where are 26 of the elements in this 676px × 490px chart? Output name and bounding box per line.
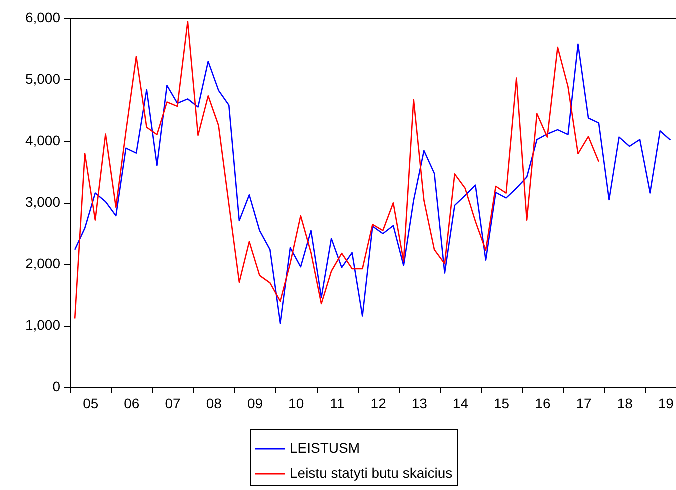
x-tick-label: 18 <box>617 396 634 412</box>
x-tick-label: 16 <box>535 396 551 412</box>
x-tick-label: 11 <box>330 396 345 412</box>
x-tick-label: 06 <box>124 396 140 412</box>
y-tick-label: 3,000 <box>25 194 61 210</box>
x-tick-label: 19 <box>658 396 674 412</box>
x-tick-label: 10 <box>288 396 304 412</box>
y-tick-label: 2,000 <box>25 256 61 272</box>
legend-label: LEISTUSM <box>290 440 360 456</box>
x-tick-label: 05 <box>83 396 99 412</box>
x-tick-label: 09 <box>247 396 264 412</box>
x-tick-label: 08 <box>206 396 222 412</box>
y-tick-label: 6,000 <box>25 10 61 26</box>
x-tick-label: 13 <box>412 396 428 412</box>
x-tick-label: 14 <box>452 396 469 412</box>
y-tick-label: 4,000 <box>25 132 61 148</box>
x-tick-label: 17 <box>576 396 592 412</box>
line-series <box>74 44 672 324</box>
line-series <box>74 21 600 320</box>
x-tick-label: 15 <box>494 396 510 412</box>
x-tick-label: 07 <box>165 396 181 412</box>
y-tick-label: 5,000 <box>25 71 61 87</box>
y-tick-label: 0 <box>52 378 61 394</box>
legend-label: Leistu statyti butu skaicius <box>290 465 453 481</box>
y-tick-label: 1,000 <box>25 317 61 333</box>
x-tick-label: 12 <box>370 396 387 412</box>
